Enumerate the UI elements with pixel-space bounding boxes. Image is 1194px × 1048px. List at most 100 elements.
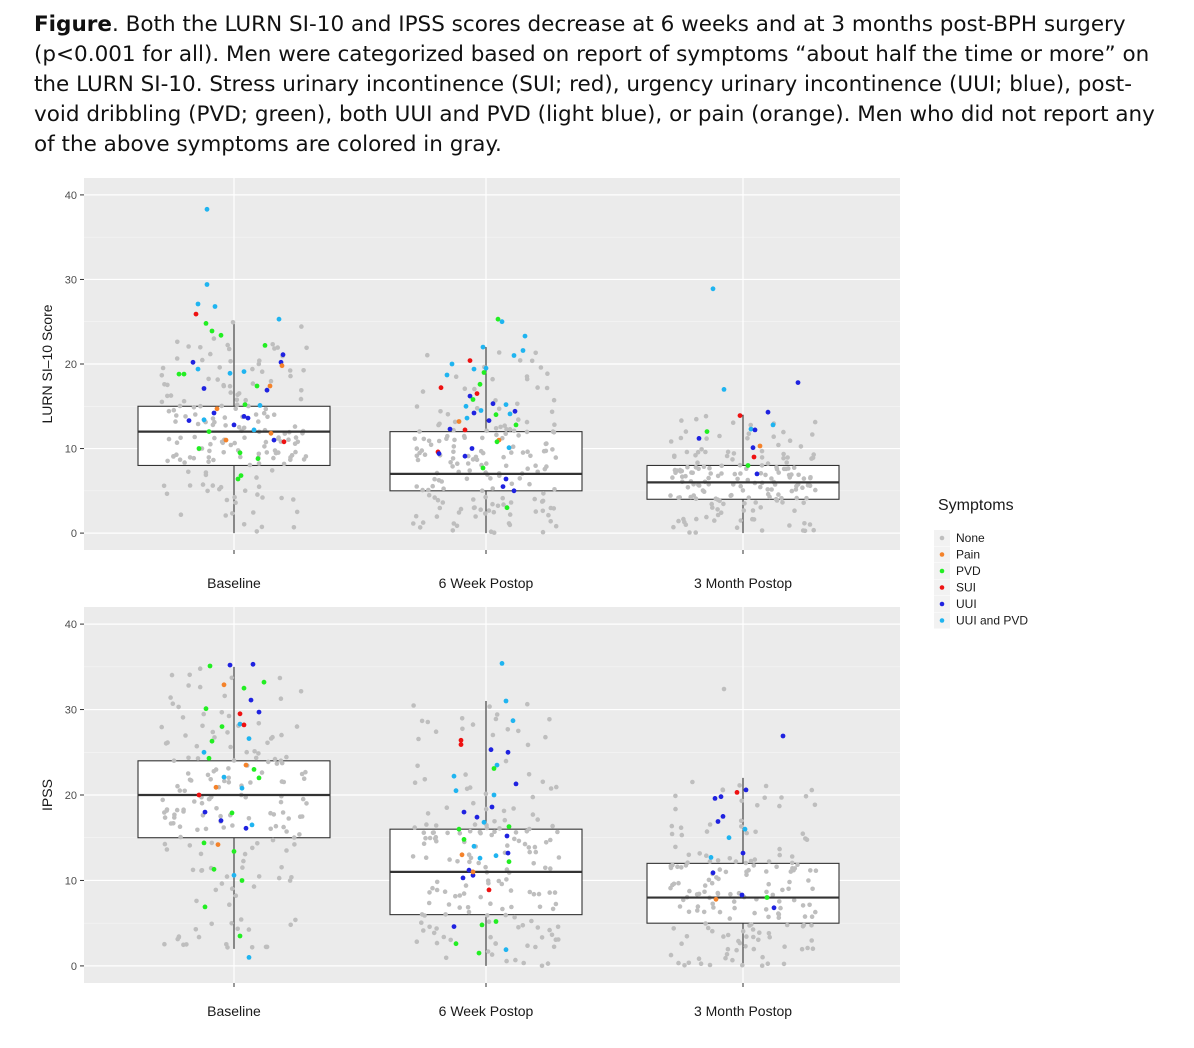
point-uui	[186, 418, 192, 423]
point-none	[186, 755, 191, 761]
point-none	[723, 955, 728, 961]
point-none	[501, 808, 507, 814]
point-none	[247, 462, 253, 468]
point-none	[773, 496, 779, 502]
point-none	[464, 476, 470, 482]
point-pain	[213, 784, 219, 790]
point-none	[496, 406, 502, 412]
point-none	[279, 865, 284, 870]
point-pvd	[764, 895, 770, 900]
point-none	[414, 446, 420, 451]
point-none	[197, 684, 203, 690]
point-none	[721, 686, 727, 692]
point-none	[435, 497, 441, 503]
point-none	[745, 436, 750, 441]
point-none	[243, 397, 248, 403]
point-none	[802, 914, 808, 919]
point-none	[673, 470, 678, 476]
point-none	[783, 466, 789, 472]
point-none	[758, 471, 764, 476]
point-none	[196, 934, 202, 940]
point-none	[789, 860, 795, 866]
point-pain	[215, 842, 221, 847]
point-sui	[474, 391, 480, 396]
point-none	[516, 728, 521, 734]
point-pain	[223, 437, 229, 443]
point-pain	[267, 383, 273, 389]
point-none	[549, 932, 555, 938]
point-none	[160, 365, 166, 371]
point-none	[293, 917, 298, 923]
point-none	[211, 769, 217, 774]
point-none	[246, 816, 252, 821]
point-uui	[451, 924, 457, 929]
point-none	[169, 672, 175, 678]
point-none	[233, 893, 239, 898]
point-none	[543, 865, 548, 871]
point-none	[548, 786, 554, 791]
point-none	[176, 704, 181, 710]
point-none	[421, 830, 427, 835]
point-none	[715, 858, 721, 863]
point-none	[800, 831, 806, 836]
point-sui	[281, 439, 287, 445]
point-none	[259, 524, 265, 530]
point-none	[505, 727, 511, 732]
point-none	[466, 909, 472, 915]
point-none	[762, 795, 767, 800]
point-none	[460, 726, 465, 732]
point-none	[671, 926, 676, 931]
point-none	[757, 930, 762, 935]
point-pvd	[453, 941, 459, 947]
point-uui	[467, 393, 473, 399]
point-none	[516, 925, 521, 930]
point-uui-and-pvd	[444, 372, 450, 378]
point-none	[172, 815, 177, 820]
point-none	[505, 843, 510, 848]
point-none	[758, 484, 763, 490]
point-none	[412, 436, 418, 442]
y-tick-label: 20	[65, 790, 77, 802]
point-uui-and-pvd	[249, 822, 255, 828]
point-none	[470, 722, 476, 727]
point-none	[165, 458, 170, 464]
point-none	[809, 923, 814, 928]
point-uui-and-pvd	[499, 319, 505, 325]
point-pain	[279, 363, 285, 369]
point-uui	[740, 850, 746, 856]
y-tick-label: 0	[71, 528, 77, 540]
legend-key-pvd	[939, 568, 945, 574]
point-pvd	[513, 422, 519, 428]
point-sui	[737, 413, 743, 418]
point-uui-and-pvd	[480, 344, 486, 350]
point-none	[697, 851, 702, 856]
point-none	[704, 514, 709, 520]
point-pvd	[704, 429, 710, 434]
point-uui	[256, 709, 262, 715]
point-none	[508, 500, 514, 505]
point-none	[513, 957, 518, 963]
point-none	[736, 938, 741, 944]
point-none	[512, 836, 517, 842]
point-none	[208, 351, 213, 357]
point-none	[423, 855, 429, 860]
point-none	[210, 422, 216, 428]
point-uui	[512, 408, 518, 414]
point-none	[515, 401, 520, 407]
point-none	[470, 457, 476, 462]
point-none	[448, 937, 454, 943]
point-none	[805, 945, 810, 951]
point-none	[293, 435, 299, 440]
point-none	[262, 444, 267, 449]
point-none	[556, 855, 562, 860]
point-none	[414, 404, 420, 409]
legend-title: Symptoms	[938, 497, 1014, 514]
point-none	[500, 906, 505, 912]
point-none	[194, 743, 200, 749]
point-none	[531, 861, 536, 866]
point-none	[430, 483, 436, 489]
point-none	[451, 449, 456, 455]
point-none	[230, 823, 235, 828]
legend-key-uui-and-pvd	[939, 618, 945, 623]
point-none	[414, 939, 420, 944]
